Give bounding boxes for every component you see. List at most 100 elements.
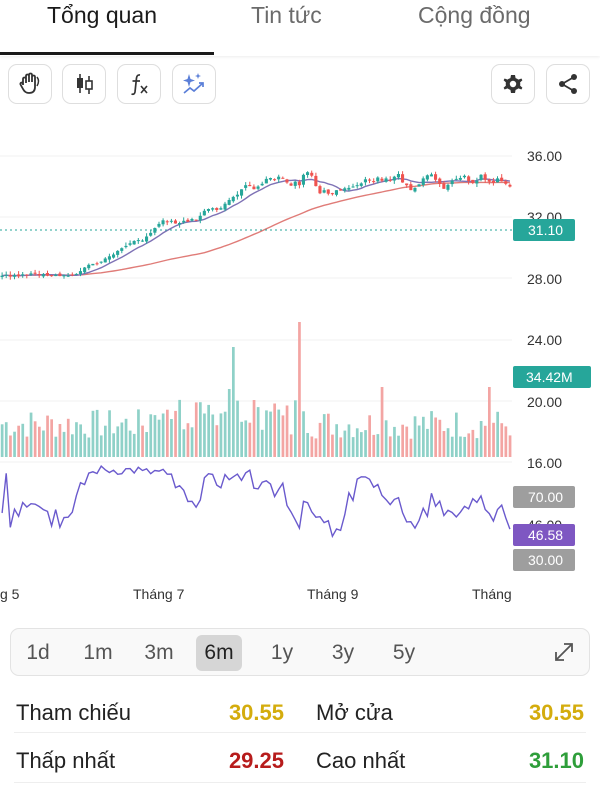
fullscreen-button[interactable] — [551, 639, 577, 670]
candle-body — [446, 184, 450, 190]
volume-bar — [33, 421, 37, 457]
indicator-tool-button[interactable] — [117, 64, 161, 104]
volume-bar — [227, 389, 231, 457]
volume-bar — [347, 424, 351, 457]
share-icon — [559, 74, 577, 94]
candle-body — [231, 196, 235, 202]
rsi-level-tag — [513, 549, 575, 571]
tab-news[interactable]: Tin tức — [251, 2, 322, 28]
candle-body — [54, 274, 58, 277]
volume-bar — [99, 435, 103, 457]
candle-body — [62, 275, 66, 277]
candlestick-tool-button[interactable] — [62, 64, 106, 104]
volume-bar — [4, 422, 8, 457]
candle-body — [268, 178, 272, 180]
candle-body — [120, 248, 124, 251]
candle-body — [339, 189, 343, 191]
rsi-level-tag — [513, 486, 575, 508]
range-5y[interactable]: 5y — [392, 641, 416, 664]
volume-bar — [285, 405, 289, 457]
candle-body — [116, 250, 120, 255]
candle-body — [475, 180, 479, 184]
chart-canvas[interactable]: 36.00 32.00 28.00 24.00 20.00 16.00 31.1… — [0, 112, 600, 612]
volume-bar — [372, 434, 376, 457]
volume-bar — [75, 422, 78, 457]
candle-body — [83, 267, 87, 273]
candle-body — [256, 186, 260, 189]
volume-bar — [384, 420, 388, 457]
price-chart[interactable]: 36.00 32.00 28.00 24.00 20.00 16.00 31.1… — [0, 112, 600, 612]
range-1y[interactable]: 1y — [270, 641, 294, 664]
candle-body — [301, 174, 305, 185]
candle-body — [149, 232, 153, 236]
volume-bar — [318, 422, 322, 457]
volume-bar — [38, 426, 41, 457]
candle-body — [347, 187, 351, 190]
ai-tool-button[interactable] — [172, 64, 216, 104]
candle-body — [223, 203, 227, 210]
candle-body — [235, 194, 239, 197]
candle-body — [25, 274, 29, 276]
share-button[interactable] — [546, 64, 590, 104]
candle-body — [244, 185, 248, 188]
volume-bar — [128, 430, 132, 457]
volume-bar — [471, 429, 475, 457]
rsi-line — [1, 464, 511, 539]
volume-bar — [331, 434, 334, 457]
candle-body — [310, 172, 314, 176]
candle-body — [240, 189, 244, 196]
candle-body — [273, 179, 277, 181]
candle-body — [417, 184, 421, 187]
candle-body — [409, 184, 413, 191]
settings-button[interactable] — [491, 64, 535, 104]
volume-bar — [116, 426, 120, 457]
volume-bar — [211, 414, 215, 457]
candle-body — [219, 208, 223, 210]
volume-bar — [186, 423, 190, 457]
candle-body — [198, 215, 202, 221]
volume-bar — [360, 432, 363, 457]
tab-overview[interactable]: Tổng quan — [47, 2, 157, 28]
short-moving-average-line — [2, 177, 511, 277]
candle-body — [190, 219, 194, 221]
volume-bar — [463, 436, 466, 457]
candle-body — [343, 188, 347, 191]
candle-body — [388, 179, 392, 181]
candle-body — [157, 223, 161, 227]
candle-body — [124, 245, 128, 248]
candle-body — [0, 275, 4, 277]
volume-bar — [397, 435, 400, 457]
range-3y[interactable]: 3y — [331, 641, 355, 664]
candle-body — [318, 186, 322, 194]
candle-body — [136, 240, 140, 242]
candle-body — [37, 274, 41, 276]
candle-body — [326, 189, 330, 194]
candle-body — [392, 176, 396, 181]
volume-bar — [46, 415, 49, 457]
candle-body — [285, 179, 289, 183]
candle-body — [248, 185, 252, 187]
candle-body — [429, 174, 433, 177]
stats-row: Thấp nhất 29.25 Cao nhất 31.10 — [0, 748, 600, 796]
range-6m[interactable]: 6m — [196, 635, 242, 671]
volume-bar — [492, 422, 495, 457]
volume-tag-label: 34.42M — [526, 369, 573, 385]
volume-bar — [256, 407, 260, 457]
volume-bar — [157, 419, 161, 457]
volume-bar — [174, 410, 177, 457]
y-tick-label: 28.00 — [527, 271, 562, 287]
range-1m[interactable]: 1m — [83, 641, 113, 664]
volume-bar — [104, 425, 107, 457]
range-3m[interactable]: 3m — [144, 641, 174, 664]
candle-body — [8, 274, 12, 277]
volume-bar — [327, 413, 330, 457]
range-1d[interactable]: 1d — [26, 641, 50, 664]
candle-body — [173, 220, 177, 224]
candle-body — [355, 185, 359, 187]
hand-tool-button[interactable] — [8, 64, 52, 104]
tab-community[interactable]: Cộng đồng — [418, 2, 531, 28]
volume-bar — [203, 413, 206, 457]
stats-divider — [14, 732, 586, 733]
candle-body — [153, 228, 157, 233]
candle-body — [277, 176, 281, 180]
